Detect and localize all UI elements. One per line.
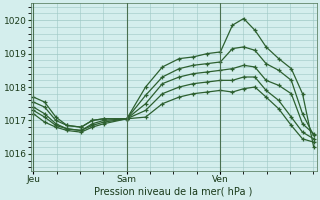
X-axis label: Pression niveau de la mer( hPa ): Pression niveau de la mer( hPa )	[94, 187, 253, 197]
